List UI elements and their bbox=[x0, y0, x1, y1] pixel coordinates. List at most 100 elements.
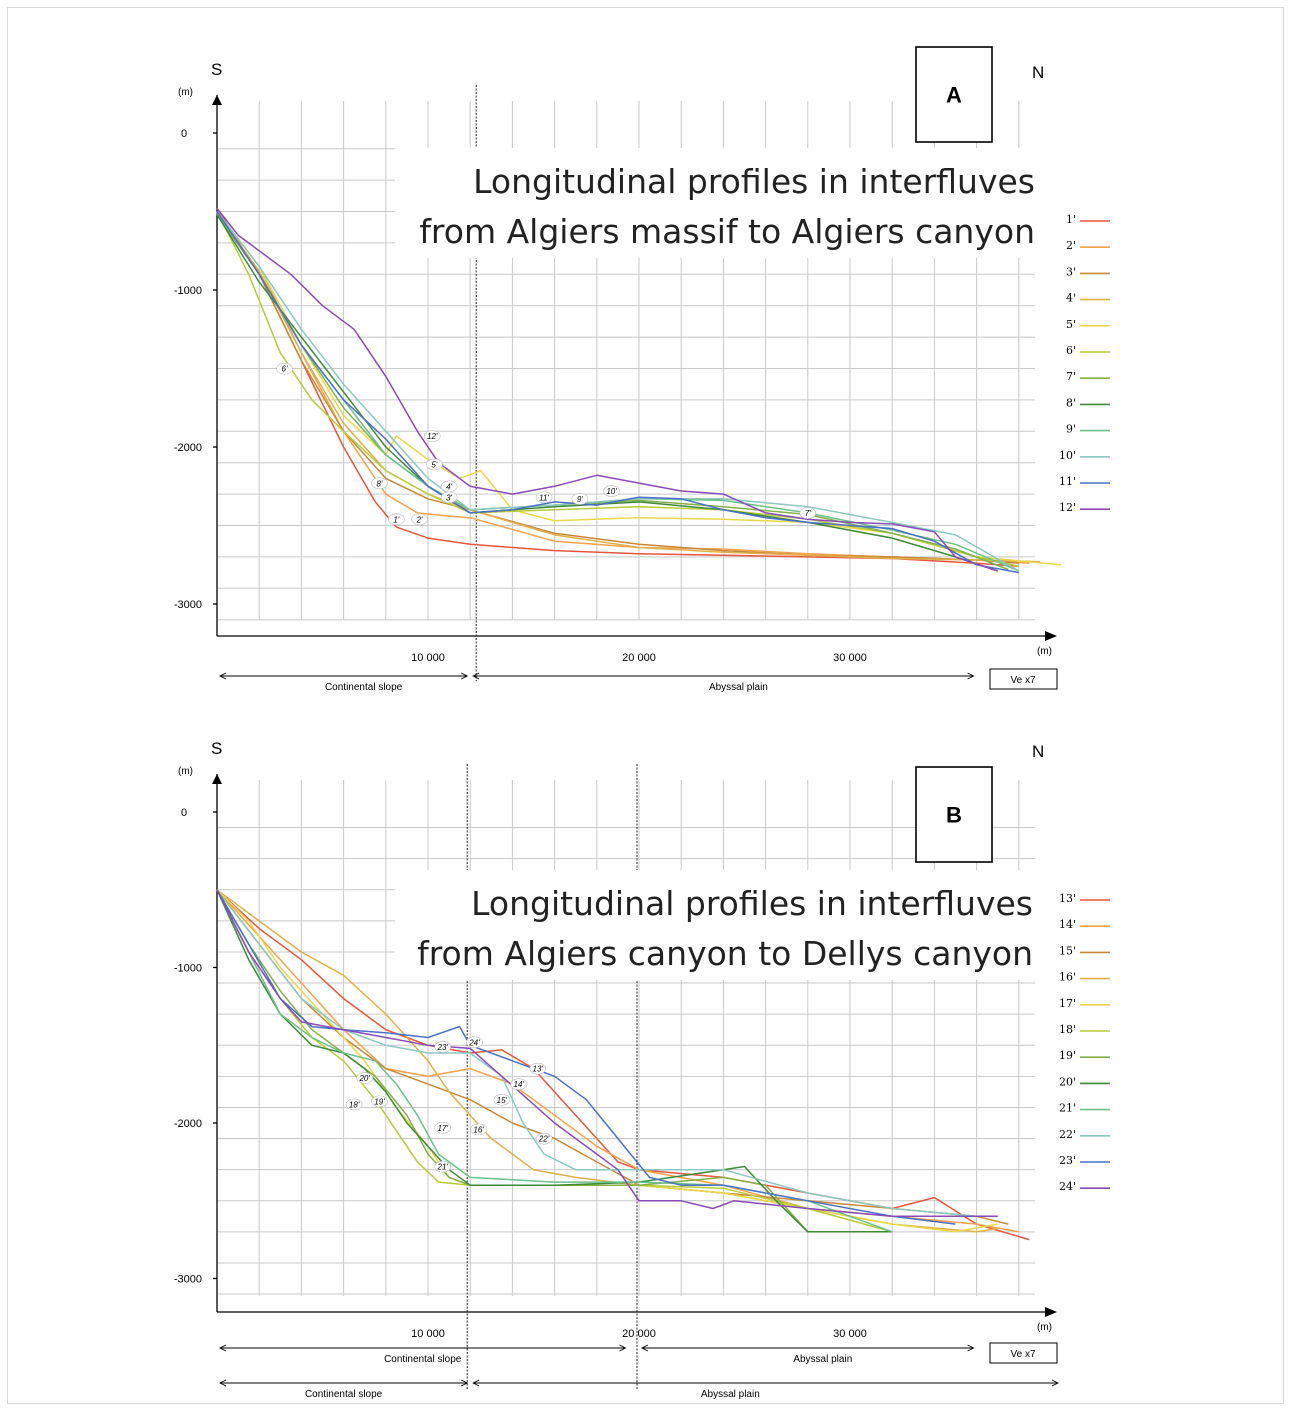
ve-label: Ve x7 bbox=[1010, 675, 1035, 686]
title-background bbox=[395, 870, 1045, 980]
profile-label: 19' bbox=[374, 1097, 385, 1106]
profile-label: 21' bbox=[437, 1163, 449, 1172]
profile-label: 7' bbox=[805, 509, 811, 518]
zone-arrow-head bbox=[619, 1344, 627, 1352]
profile-label: 8' bbox=[376, 479, 382, 488]
legend-label: 20' bbox=[1059, 1075, 1076, 1088]
legend-label: 12' bbox=[1059, 501, 1076, 514]
profile-label: 20' bbox=[358, 1074, 370, 1083]
legend-label: 5' bbox=[1066, 318, 1076, 331]
legend-label: 24' bbox=[1059, 1180, 1076, 1193]
profile-label: 10' bbox=[606, 487, 617, 496]
profile-label-badge bbox=[529, 1062, 547, 1075]
figure-frame bbox=[7, 7, 1284, 1404]
legend-label: 2' bbox=[1066, 239, 1076, 252]
profile-label-badge bbox=[470, 1123, 487, 1136]
x-axis-arrow bbox=[1045, 1307, 1057, 1317]
y-tick-label: -1000 bbox=[174, 285, 202, 297]
zone-label: Continental slope bbox=[325, 682, 403, 693]
series-line-2 bbox=[216, 211, 1030, 564]
title-background bbox=[395, 148, 1045, 258]
series-line-11 bbox=[216, 211, 1019, 574]
panel-letter-box bbox=[915, 766, 993, 863]
panel-letter-box bbox=[915, 46, 993, 143]
series-line-22 bbox=[216, 889, 977, 1218]
profile-label: 12' bbox=[427, 432, 438, 441]
series-line-7 bbox=[216, 212, 1009, 571]
profile-label-badge bbox=[434, 1041, 452, 1053]
profile-label-group: 6' 12' 5' 8' 4' 3' 1' 2' 11' 9' 10' 7' bbox=[276, 362, 817, 526]
series-line-24 bbox=[216, 889, 998, 1218]
legend-label: 3' bbox=[1066, 265, 1076, 278]
x-axis-arrow bbox=[1045, 631, 1057, 641]
profile-label-badge bbox=[493, 1093, 511, 1106]
legend: 1' 2' 3' 4' 5' 6' 7' 8' 9' 10' 11' 12' bbox=[1059, 213, 1110, 514]
series-line-10 bbox=[216, 211, 1020, 572]
legend-label: 6' bbox=[1066, 344, 1076, 357]
y-unit-label: (m) bbox=[178, 87, 193, 98]
series-line-1 bbox=[216, 207, 1019, 568]
panel-b: S N (m) (m) 0 -1000 -2000 -3000 10 000 20 000 30 0… bbox=[174, 739, 1110, 1400]
series-line-3 bbox=[216, 214, 1019, 564]
chart-title-line: Longitudinal profiles in interfluves bbox=[471, 884, 1033, 923]
x-tick-label: 30 000 bbox=[833, 652, 867, 664]
x-unit-label: (m) bbox=[1037, 1322, 1052, 1333]
profile-label: 3' bbox=[446, 493, 452, 502]
profile-label-badge bbox=[434, 1160, 452, 1173]
legend-label: 1' bbox=[1066, 213, 1076, 226]
x-tick-label: 20 000 bbox=[622, 1328, 656, 1340]
profile-label-badge bbox=[276, 362, 293, 375]
legend-label: 15' bbox=[1059, 944, 1076, 957]
legend-label: 9' bbox=[1066, 423, 1076, 436]
profile-label-badge bbox=[423, 430, 441, 442]
zone-arrow-head bbox=[218, 672, 227, 680]
zone-arrow-head bbox=[472, 672, 480, 680]
profile-label: 5' bbox=[431, 460, 437, 469]
zone-arrow-head bbox=[460, 672, 469, 680]
series-line-12 bbox=[216, 207, 998, 572]
legend-label: 19' bbox=[1059, 1049, 1076, 1062]
direction-north-label: N bbox=[1032, 742, 1044, 761]
profile-label: 17' bbox=[438, 1124, 449, 1133]
series-line-13 bbox=[216, 889, 1030, 1241]
y-tick-label: -3000 bbox=[174, 1274, 202, 1286]
profile-label: 14' bbox=[514, 1080, 525, 1089]
zone-arrow-head bbox=[218, 1379, 227, 1387]
profile-label-badge bbox=[356, 1072, 374, 1084]
chart-title-line: from Algiers massif to Algiers canyon bbox=[419, 212, 1035, 251]
series-line-21 bbox=[216, 889, 893, 1233]
legend-label: 14' bbox=[1059, 918, 1076, 931]
legend-label: 11' bbox=[1059, 475, 1076, 488]
profile-label-badge bbox=[388, 513, 405, 526]
profile-label-badge bbox=[535, 491, 553, 504]
legend-label: 7' bbox=[1066, 370, 1076, 383]
profile-label: 16' bbox=[473, 1125, 484, 1134]
profile-label-badge bbox=[426, 458, 443, 471]
profile-label-badge bbox=[434, 1121, 452, 1134]
profile-label: 4' bbox=[446, 482, 452, 491]
zone-arrow-head bbox=[472, 1379, 480, 1387]
zone-arrow-head bbox=[967, 672, 975, 680]
panel-a: S N (m) (m) 0 -1000 -2000 -3000 10 000 20 000 30 0… bbox=[174, 46, 1110, 693]
profile-label: 23' bbox=[437, 1043, 449, 1052]
profile-label-badge bbox=[411, 513, 428, 526]
profile-label: 2' bbox=[416, 515, 423, 524]
legend-label: 22' bbox=[1059, 1128, 1076, 1141]
x-tick-label: 30 000 bbox=[833, 1328, 867, 1340]
legend-label: 13' bbox=[1059, 892, 1076, 905]
profile-label-badge bbox=[510, 1078, 528, 1091]
profile-label-badge bbox=[466, 1036, 483, 1049]
series-line-5 bbox=[216, 211, 1062, 566]
zone-arrow-head bbox=[460, 1379, 469, 1387]
panel-letter: A bbox=[946, 83, 962, 108]
y-tick-label: -1000 bbox=[174, 963, 202, 975]
y-axis-arrow bbox=[212, 95, 222, 105]
chart-title-line: Longitudinal profiles in interfluves bbox=[473, 162, 1035, 201]
profile-label: 22' bbox=[538, 1135, 550, 1144]
legend-label: 17' bbox=[1059, 997, 1076, 1010]
series-line-20 bbox=[216, 889, 893, 1233]
ve-label: Ve x7 bbox=[1010, 1349, 1035, 1360]
profile-label: 6' bbox=[282, 365, 288, 374]
chart-title-line: from Algiers canyon to Dellys canyon bbox=[417, 934, 1033, 973]
